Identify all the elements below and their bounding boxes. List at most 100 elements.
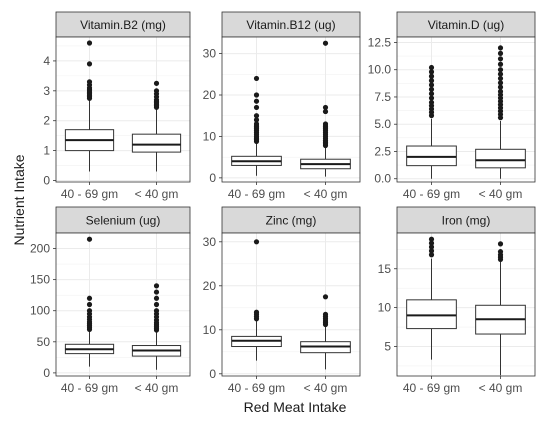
box-0 (231, 239, 282, 361)
plot-background (56, 37, 190, 182)
outlier-point (428, 244, 435, 250)
outlier-point (153, 301, 160, 308)
outlier-point (428, 82, 435, 88)
facet-title: Vitamin.B2 (mg) (80, 18, 166, 32)
facet-strip (221, 206, 361, 234)
y-tick-label: 10 (203, 129, 217, 143)
box-iqr (406, 299, 457, 330)
facet-title: Iron (mg) (442, 214, 491, 228)
x-tick-label: 40 - 69 gm (228, 381, 285, 395)
panel-border (55, 232, 191, 377)
outlier-point (497, 80, 504, 86)
x-tick-label: < 40 gm (304, 187, 348, 201)
facet-panel: Zinc (mg) 0 10 20 30 40 - 69 gm < 40 gm (203, 206, 361, 395)
outlier-point (253, 113, 260, 119)
outlier-point (428, 69, 435, 75)
x-tick-label: 40 - 69 gm (61, 187, 118, 201)
facet-title: Selenium (ug) (86, 214, 161, 228)
box-iqr (131, 133, 182, 153)
y-tick-label: 0 (43, 174, 50, 188)
x-tick-label: < 40 gm (135, 381, 179, 395)
outlier-point (322, 104, 329, 111)
x-tick-label: 40 - 69 gm (228, 187, 285, 201)
facet-strip (55, 206, 191, 234)
y-tick-label: 30 (203, 235, 217, 249)
y-tick-label: 0.0 (374, 172, 391, 186)
y-tick-label: 10.0 (368, 63, 392, 77)
box-1 (300, 294, 351, 370)
panel-border (396, 36, 536, 183)
box-1 (475, 45, 526, 179)
x-tick-label: < 40 gm (479, 187, 523, 201)
outlier-point (253, 92, 260, 98)
outlier-point (153, 88, 160, 94)
y-tick-label: 7.5 (374, 90, 391, 104)
outlier-point (428, 95, 435, 101)
outlier-point (86, 308, 93, 314)
y-tick-label: 5 (384, 339, 391, 353)
outlier-point (497, 75, 504, 82)
outlier-point (322, 108, 329, 115)
facet-title: Vitamin.D (ug) (428, 18, 504, 32)
panel-border (55, 36, 191, 183)
outlier-point (322, 121, 329, 127)
y-tick-label: 0 (43, 366, 50, 380)
outlier-point (253, 75, 260, 82)
outlier-point (428, 99, 435, 106)
outlier-point (428, 252, 435, 258)
facet-title: Zinc (mg) (266, 214, 317, 228)
outlier-point (153, 80, 160, 86)
y-tick-label: 0 (209, 171, 216, 185)
outlier-point (86, 236, 93, 242)
box-iqr (406, 145, 457, 167)
x-tick-label: < 40 gm (479, 381, 523, 395)
outlier-point (86, 40, 93, 46)
y-tick-label: 2 (43, 114, 50, 128)
y-tick-label: 2.5 (374, 144, 391, 158)
y-tick-label: 3 (43, 84, 50, 98)
y-axis-title: Nutrient Intake (11, 154, 27, 245)
outlier-point (153, 289, 160, 295)
facet-panel: Selenium (ug) 0 50 100 150 200 40 - 69 gm < 40 … (30, 206, 191, 395)
facet-strip (396, 206, 536, 234)
outlier-point (497, 71, 504, 77)
x-tick-label: 40 - 69 gm (403, 187, 460, 201)
facet-strip (396, 11, 536, 38)
box-0 (406, 64, 457, 179)
panel-border (396, 232, 536, 377)
outlier-point (253, 104, 260, 111)
box-iqr (475, 148, 526, 169)
y-tick-label: 100 (30, 304, 50, 318)
facet-title: Vitamin.B12 (ug) (246, 18, 335, 32)
outlier-point (497, 249, 504, 255)
box-1 (131, 283, 182, 370)
outlier-point (86, 295, 93, 301)
y-tick-label: 5.0 (374, 117, 391, 131)
outlier-point (322, 40, 329, 46)
outlier-point (428, 64, 435, 71)
outlier-point (322, 311, 329, 317)
outlier-point (497, 67, 504, 73)
facet-strip (221, 11, 361, 38)
panel-border (221, 232, 361, 377)
outlier-point (153, 283, 160, 289)
y-tick-label: 200 (30, 242, 50, 256)
x-tick-label: < 40 gm (304, 381, 348, 395)
outlier-point (253, 98, 260, 104)
facet-panel: Vitamin.D (ug) 0.0 2.5 5.0 7.5 10.0 12.5 40 - 6… (368, 11, 536, 201)
plot-background (222, 233, 360, 376)
outlier-point (428, 78, 435, 84)
panel-border (221, 36, 361, 183)
outlier-point (497, 88, 504, 95)
y-tick-label: 10 (203, 323, 217, 337)
outlier-point (253, 121, 260, 127)
y-tick-label: 10 (378, 301, 392, 315)
y-tick-label: 0 (209, 367, 216, 381)
y-tick-label: 4 (43, 54, 50, 68)
box-0 (231, 75, 282, 176)
x-tick-label: < 40 gm (135, 187, 179, 201)
outlier-point (497, 241, 504, 247)
outlier-point (253, 309, 260, 315)
